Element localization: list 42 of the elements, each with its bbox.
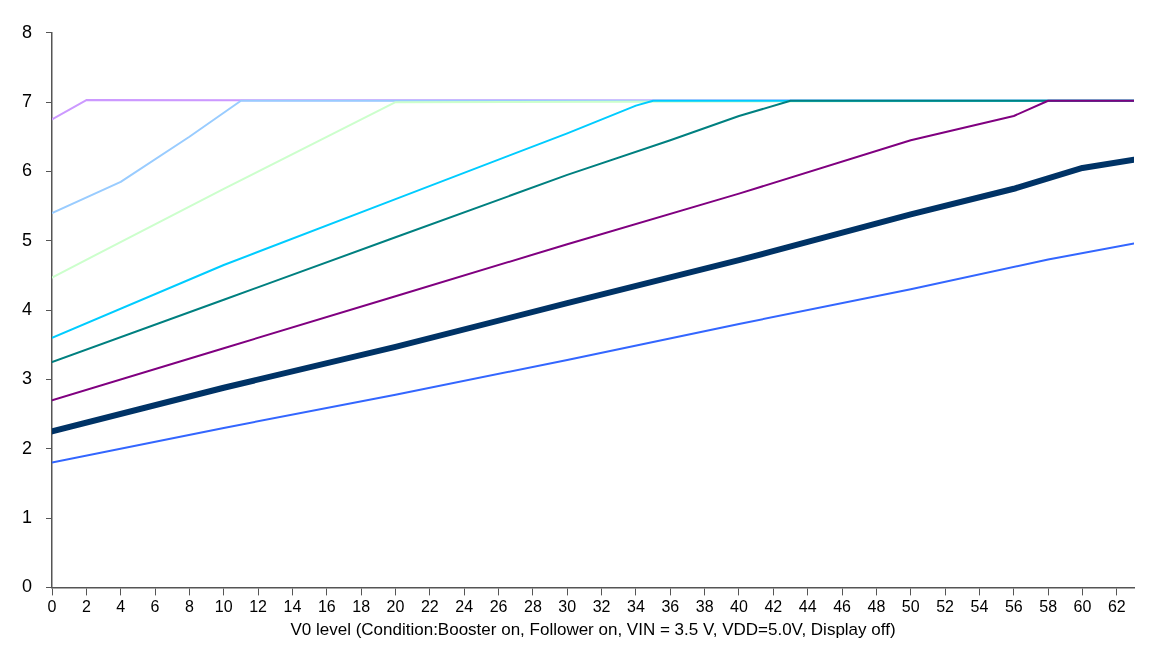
x-tick-label: 36 [661, 598, 680, 616]
x-tick-label: 16 [317, 598, 336, 616]
x-tick-label: 10 [214, 598, 233, 616]
x-tick-label: 50 [901, 598, 920, 616]
x-tick-label: 46 [833, 598, 852, 616]
x-tick-label: 44 [798, 598, 817, 616]
x-tick-label: 0 [47, 598, 57, 616]
x-tick-label: 38 [695, 598, 714, 616]
x-axis-title: V0 level (Condition:Booster on, Follower on, VIN = 3.5 V, VDD=5.0V, Display off) [290, 620, 896, 640]
x-tick-label: 30 [558, 598, 577, 616]
x-tick-label: 42 [764, 598, 783, 616]
y-tick-label: 2 [22, 437, 33, 458]
y-tick-label: 1 [22, 507, 33, 528]
x-tick-label: 18 [352, 598, 371, 616]
x-tick-label: 40 [730, 598, 748, 616]
x-tick-label: 24 [455, 598, 474, 616]
x-tick-label: 8 [184, 598, 194, 616]
x-tick-label: 2 [81, 598, 91, 616]
x-tick-label: 26 [489, 598, 508, 616]
x-tick-label: 58 [1039, 598, 1058, 616]
x-tick-label: 4 [116, 598, 126, 616]
y-tick-label: 0 [22, 576, 33, 597]
x-tick-label: 52 [936, 598, 955, 616]
x-tick-label: 54 [970, 598, 989, 616]
y-tick-label: 4 [22, 299, 33, 320]
x-tick-label: 34 [627, 598, 645, 616]
x-tick-label: 48 [867, 598, 886, 616]
y-tick-label: 7 [22, 91, 33, 112]
x-tick-label: 12 [249, 598, 268, 616]
x-tick-label: 14 [283, 598, 302, 616]
x-tick-label: 20 [386, 598, 405, 616]
x-tick-label: 60 [1073, 598, 1092, 616]
x-tick-label: 6 [150, 598, 160, 616]
x-tick-label: 62 [1107, 598, 1126, 616]
x-tick-label: 56 [1004, 598, 1023, 616]
x-tick-label: 32 [592, 598, 611, 616]
y-tick-label: 6 [22, 160, 33, 181]
y-tick-label: 8 [22, 21, 33, 42]
y-tick-label: 3 [22, 368, 33, 389]
x-tick-label: 22 [420, 598, 439, 616]
x-tick-label: 28 [524, 598, 542, 616]
y-tick-label: 5 [22, 229, 33, 250]
